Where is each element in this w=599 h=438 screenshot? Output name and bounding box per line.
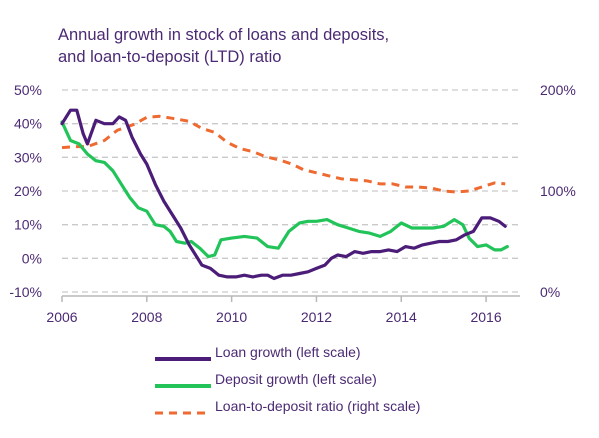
x-tick-label: 2008 bbox=[131, 309, 162, 325]
deposit-growth-line bbox=[60, 120, 509, 259]
x-tick-label: 2012 bbox=[301, 309, 332, 325]
y-left-tick-label: 10% bbox=[14, 217, 42, 233]
legend-label-deposit-growth: Deposit growth (left scale) bbox=[215, 371, 377, 387]
legend-label-loan-growth: Loan growth (left scale) bbox=[215, 344, 361, 360]
ltd-ratio-line bbox=[61, 114, 506, 194]
chart-title-line-1: Annual growth in stock of loans and depo… bbox=[58, 26, 390, 44]
x-tick-label: 2006 bbox=[46, 309, 77, 325]
x-tick-label: 2016 bbox=[470, 309, 501, 325]
x-tick-label: 2014 bbox=[386, 309, 417, 325]
y-left-tick-label: 50% bbox=[14, 82, 42, 98]
legend-swatch-ltd-ratio bbox=[155, 404, 211, 415]
chart-title-line-2: and loan-to-deposit (LTD) ratio bbox=[58, 48, 282, 66]
y-right-tick-label: 0% bbox=[540, 284, 560, 300]
legend-swatch-deposit-growth bbox=[155, 377, 211, 388]
y-right-tick-label: 200% bbox=[540, 82, 576, 98]
y-left-tick-label: 20% bbox=[14, 183, 42, 199]
y-left-tick-label: 40% bbox=[14, 116, 42, 132]
x-tick-label: 2010 bbox=[216, 309, 247, 325]
loan-growth-line bbox=[60, 108, 507, 281]
legend-label-ltd-ratio: Loan-to-deposit ratio (right scale) bbox=[215, 398, 421, 414]
y-left-tick-label: 0% bbox=[22, 250, 42, 266]
y-left-tick-label: 30% bbox=[14, 149, 42, 165]
y-left-tick-label: -10% bbox=[9, 284, 42, 300]
legend-swatch-loan-growth bbox=[155, 350, 211, 361]
y-right-tick-label: 100% bbox=[540, 183, 576, 199]
